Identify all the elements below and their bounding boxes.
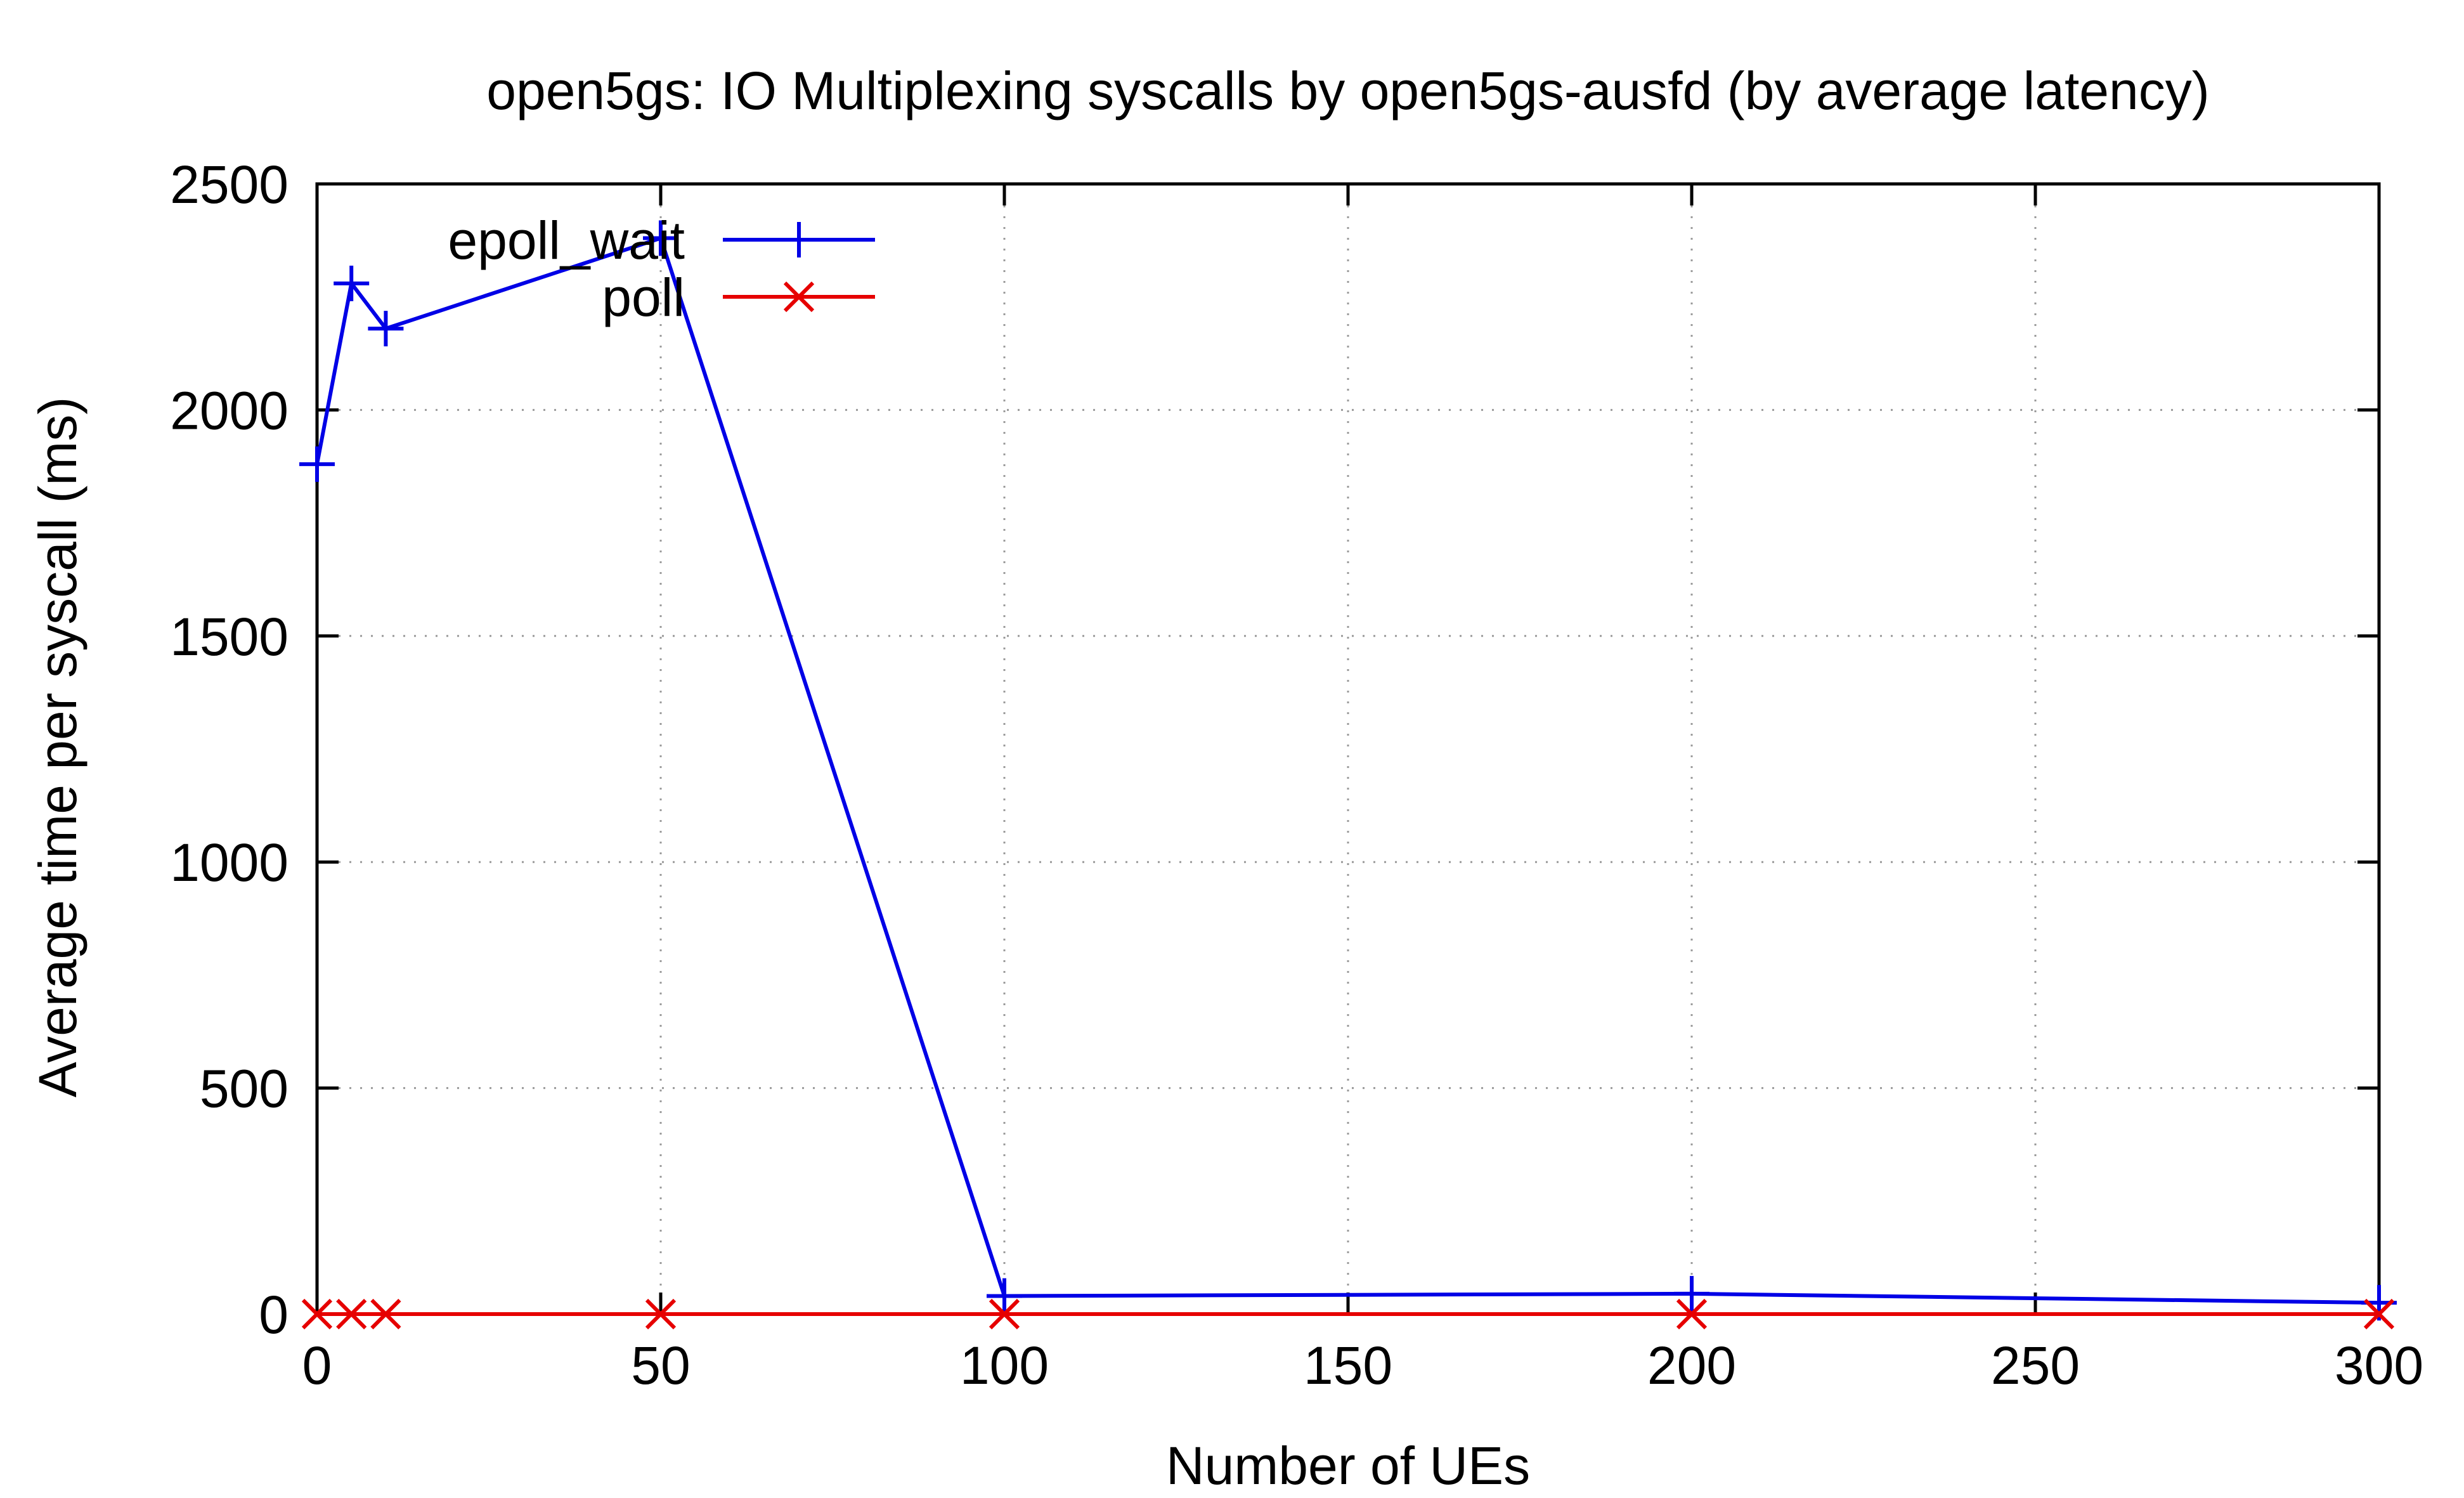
y-axis-label: Average time per syscall (ms) (28, 397, 88, 1098)
legend-label: poll (602, 268, 685, 327)
data-point-epoll-wait (987, 1278, 1022, 1314)
legend-marker (781, 222, 817, 257)
x-tick-label: 200 (1647, 1336, 1736, 1395)
x-axis-label: Number of UEs (1166, 1436, 1530, 1495)
x-tick-label: 150 (1304, 1336, 1392, 1395)
x-tick-label: 250 (1991, 1336, 2080, 1395)
x-tick-label: 300 (2335, 1336, 2423, 1395)
data-point-poll (645, 1298, 677, 1330)
legend-marker (783, 281, 815, 313)
y-tick-label: 1500 (170, 607, 289, 667)
y-tick-label: 2500 (170, 155, 289, 214)
data-point-epoll-wait (299, 446, 335, 482)
x-tick-label: 0 (302, 1336, 332, 1395)
chart-title: open5gs: IO Multiplexing syscalls by ope… (486, 61, 2209, 120)
x-tick-label: 100 (960, 1336, 1049, 1395)
x-tick-label: 50 (631, 1336, 690, 1395)
data-point-epoll-wait (334, 265, 370, 301)
series-line-epoll-wait (315, 236, 2380, 1305)
y-tick-label: 0 (259, 1285, 289, 1345)
y-tick-label: 2000 (170, 381, 289, 440)
data-point-poll (989, 1298, 1020, 1330)
data-point-poll (2363, 1298, 2395, 1330)
y-tick-label: 500 (200, 1059, 289, 1119)
y-tick-label: 1000 (170, 833, 289, 892)
data-point-epoll-wait (643, 220, 678, 256)
data-point-poll (301, 1298, 333, 1330)
legend-label: epoll_wait (448, 211, 685, 270)
data-point-epoll-wait (368, 311, 404, 347)
data-point-epoll-wait (1674, 1275, 1709, 1312)
data-point-poll (370, 1298, 401, 1330)
data-point-poll (1676, 1298, 1708, 1330)
data-point-poll (336, 1298, 367, 1330)
